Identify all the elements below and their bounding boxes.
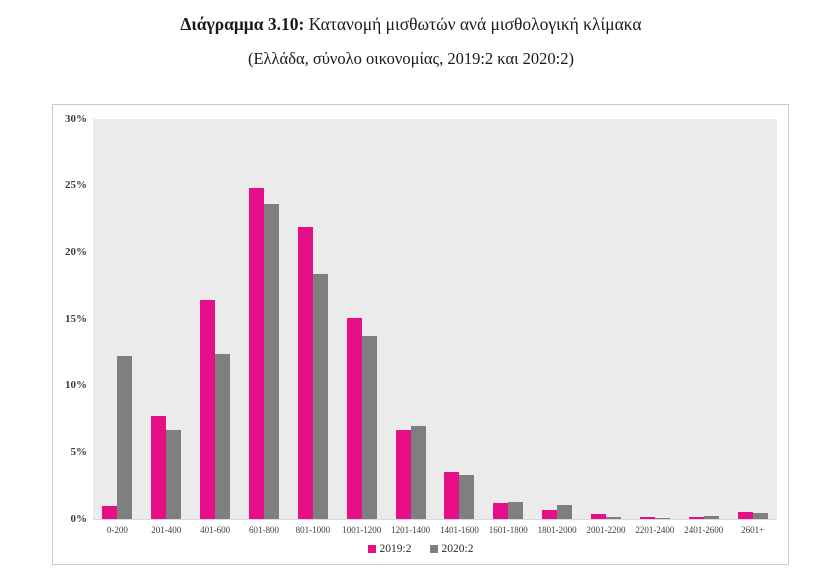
y-tick-label-5%: 5% [70,445,88,458]
bar-2020-2-1201-1400 [410,425,426,519]
bar-group-1001-1200 [337,119,386,519]
chart-title: Διάγραμμα 3.10: Κατανομή μισθωτών ανά μι… [0,14,822,35]
x-tick-label-2601+: 2601+ [741,525,765,535]
bar-group-801-1000 [288,119,337,519]
bar-2019-2-601-800 [249,188,264,519]
legend-swatch-2019-2 [367,545,376,553]
x-tick-label-2001-2200: 2001-2200 [586,525,626,535]
bar-group-601-800 [240,119,289,519]
x-tick-label-1401-1600: 1401-1600 [439,525,479,535]
bar-2019-2-0-200 [102,505,118,519]
bar-2020-2-1401-1600 [459,475,475,519]
bar-group-0-200 [93,119,142,519]
x-tick-label-0-200: 0-200 [106,525,128,535]
bar-2020-2-2601+ [752,513,768,519]
x-tick-label-1601-1800: 1601-1800 [488,525,528,535]
chart-title-block: Διάγραμμα 3.10: Κατανομή μισθωτών ανά μι… [0,14,822,69]
y-tick-label-0%: 0% [70,512,88,525]
bar-group-401-600 [191,119,240,519]
bar-2019-2-1401-1600 [444,472,460,519]
bar-group-2001-2200 [582,119,631,519]
bar-2020-2-0-200 [117,356,133,519]
bar-2020-2-2401-2600 [703,516,719,519]
y-tick-label-10%: 10% [65,379,87,392]
x-tick-label-601-800: 601-800 [249,525,279,535]
legend-label-2020-2: 2020:2 [441,543,474,555]
legend-label-2019-2: 2019:2 [379,543,412,555]
chart-frame: 0% 5% 10% 15% 20% 25% 30% 0-200 201-400 401-600 6… [52,104,789,565]
y-tick-label-25%: 25% [65,179,87,192]
bar-2020-2-401-600 [215,353,231,519]
bar-group-201-400 [142,119,191,519]
bar-2020-2-1601-1800 [508,501,524,519]
y-tick-label-30%: 30% [65,112,87,125]
bar-group-2401-2600 [679,119,728,519]
bar-2019-2-1801-2000 [542,509,558,519]
bar-2019-2-2201-2400 [639,517,655,519]
x-tick-label-1801-2000: 1801-2000 [537,525,577,535]
bar-group-2601+ [728,119,777,519]
x-tick-label-2401-2600: 2401-2600 [684,525,724,535]
bar-2020-2-2201-2400 [654,517,670,519]
bar-group-1601-1800 [484,119,533,519]
x-tick-label-1001-1200: 1001-1200 [342,525,382,535]
bar-2020-2-801-1000 [312,273,328,519]
bar-2020-2-201-400 [166,429,182,519]
y-tick-label-15%: 15% [65,312,87,325]
bar-2020-2-1801-2000 [557,505,573,519]
chart-subtitle: (Ελλάδα, σύνολο οικονομίας, 2019:2 και 2… [247,49,575,68]
chart-title-text: Κατανομή μισθωτών ανά μισθολογική κλίμακ… [308,14,642,34]
legend: 2019:2 2020:2 [53,543,788,555]
chart-title-prefix: Διάγραμμα 3.10: [180,14,305,34]
bar-2019-2-2401-2600 [688,517,704,519]
bar-2019-2-1201-1400 [395,429,411,519]
bar-2020-2-2001-2200 [606,517,622,519]
x-tick-label-801-1000: 801-1000 [295,525,331,535]
x-tick-label-1201-1400: 1201-1400 [391,525,431,535]
bar-2019-2-2601+ [737,512,753,519]
bar-2019-2-2001-2200 [591,514,607,519]
x-tick-label-201-400: 201-400 [151,525,182,535]
bar-2019-2-201-400 [151,416,167,519]
bar-group-1201-1400 [386,119,435,519]
bar-2019-2-1601-1800 [493,503,509,519]
x-tick-label-401-600: 401-600 [200,525,231,535]
bar-group-2201-2400 [630,119,679,519]
bar-group-1401-1600 [435,119,484,519]
bar-2019-2-1001-1200 [346,317,362,519]
y-tick-label-20%: 20% [65,245,87,258]
x-tick-label-2201-2400: 2201-2400 [635,525,675,535]
bar-2020-2-601-800 [264,204,279,519]
legend-entry-2019-2: 2019:2 [367,543,412,555]
bar-2019-2-801-1000 [297,227,313,519]
plot-area [93,119,777,520]
legend-swatch-2020-2 [429,545,438,553]
bar-2020-2-1001-1200 [361,336,377,519]
bar-group-1801-2000 [533,119,582,519]
bar-2019-2-401-600 [200,300,216,519]
legend-entry-2020-2: 2020:2 [429,543,474,555]
x-axis: 0-200 201-400 401-600 601-800 801-1000 1001-1… [93,525,777,535]
